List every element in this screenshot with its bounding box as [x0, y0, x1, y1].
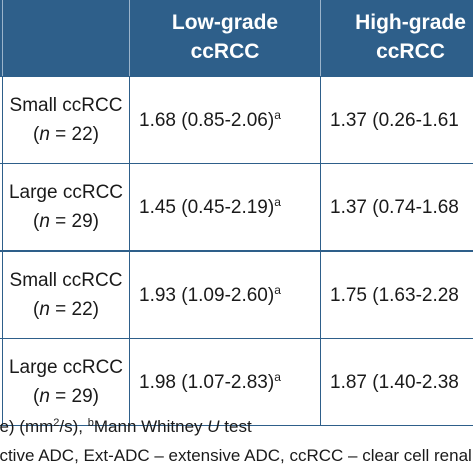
table-row: Large ccRCC (n = 29) 1.98 (1.07-2.83)a 1…	[0, 338, 473, 426]
sample-size: (n = 22)	[32, 124, 100, 145]
header-size-cell	[2, 0, 130, 77]
sample-size: (n = 29)	[32, 386, 100, 407]
low-grade-value: 1.98 (1.07-2.83)a	[129, 338, 321, 426]
size-label: Large ccRCC	[8, 182, 124, 203]
footnote-marker: a	[274, 369, 281, 384]
table-container: Low-grade ccRCC High-grade ccRCC Small c…	[0, 0, 473, 426]
high-grade-value: 1.75 (1.63-2.28	[320, 250, 473, 339]
size-label: Large ccRCC	[8, 357, 124, 378]
size-cell: Small ccRCC (n = 22)	[2, 250, 130, 339]
table-footnotes: ge) (mm2/s), bMann Whitney U test ective…	[0, 412, 473, 470]
footnote-line-1: ge) (mm2/s), bMann Whitney U test	[0, 417, 252, 436]
header-low-grade-line2: ccRCC	[190, 40, 260, 63]
high-grade-value: 1.87 (1.40-2.38	[320, 338, 473, 426]
size-label: Small ccRCC	[9, 270, 123, 291]
footnote-marker: a	[274, 282, 281, 297]
size-label: Small ccRCC	[9, 95, 123, 116]
low-grade-value: 1.93 (1.09-2.60)a	[129, 250, 321, 339]
low-grade-value: 1.45 (0.45-2.19)a	[129, 163, 321, 252]
high-grade-value: 1.37 (0.74-1.68	[320, 163, 473, 252]
header-high-grade-line1: High-grade	[355, 11, 466, 34]
size-cell: Large ccRCC (n = 29)	[2, 338, 130, 426]
size-cell: Small ccRCC (n = 22)	[2, 76, 130, 164]
footnote-line-2: ective ADC, Ext-ADC – extensive ADC, ccR…	[0, 446, 473, 465]
header-high-grade-line2: ccRCC	[376, 40, 445, 63]
header-high-grade: High-grade ccRCC	[320, 0, 473, 77]
table-row: Small ccRCC (n = 22) 1.93 (1.09-2.60)a 1…	[0, 250, 473, 339]
sample-size: (n = 22)	[32, 299, 100, 320]
sample-size: (n = 29)	[32, 211, 100, 232]
header-low-grade: Low-grade ccRCC	[129, 0, 321, 77]
footnote-marker: a	[274, 107, 281, 122]
table-row: Small ccRCC (n = 22) 1.68 (0.85-2.06)a 1…	[0, 76, 473, 164]
size-cell: Large ccRCC (n = 29)	[2, 163, 130, 252]
low-grade-value: 1.68 (0.85-2.06)a	[129, 76, 321, 164]
table-header-row: Low-grade ccRCC High-grade ccRCC	[0, 0, 473, 77]
high-grade-value: 1.37 (0.26-1.61	[320, 76, 473, 164]
table-row: Large ccRCC (n = 29) 1.45 (0.45-2.19)a 1…	[0, 163, 473, 252]
footnote-marker: a	[274, 194, 281, 209]
header-low-grade-line1: Low-grade	[171, 11, 279, 34]
adc-results-table: Low-grade ccRCC High-grade ccRCC Small c…	[0, 0, 473, 426]
